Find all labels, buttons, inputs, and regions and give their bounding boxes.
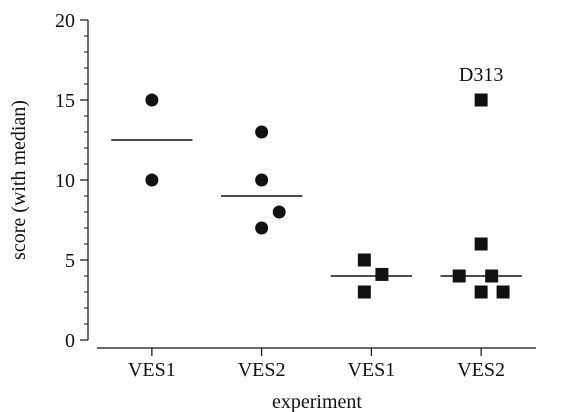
data-point xyxy=(145,93,159,107)
data-point xyxy=(474,285,488,299)
point-annotation: D313 xyxy=(459,64,503,86)
data-point xyxy=(357,253,371,267)
x-tick-label: VES2 xyxy=(457,359,505,381)
median-lines xyxy=(111,139,522,277)
x-axis-label: experiment xyxy=(272,391,362,412)
x-tick-label: VES2 xyxy=(238,359,286,381)
data-point xyxy=(272,205,286,219)
data-point xyxy=(375,267,389,281)
data-point xyxy=(474,93,488,107)
data-point xyxy=(474,237,488,251)
y-tick-label: 5 xyxy=(65,250,75,272)
y-tick-label: 10 xyxy=(55,170,75,192)
y-tick-label: 0 xyxy=(65,330,75,352)
data-point xyxy=(452,269,466,283)
x-tick-label: VES1 xyxy=(128,359,176,381)
axes: 0 5 10 15 20 VES1 VES2 VES1 VES2 xyxy=(55,10,536,381)
x-tick-label: VES1 xyxy=(347,359,395,381)
data-point xyxy=(145,173,159,187)
y-tick-label: 20 xyxy=(55,10,75,32)
data-point xyxy=(485,269,499,283)
y-tick-label: 15 xyxy=(55,90,75,112)
data-point xyxy=(255,221,269,235)
data-point xyxy=(255,173,269,187)
data-point xyxy=(357,285,371,299)
data-point xyxy=(496,285,510,299)
data-point xyxy=(255,125,269,139)
data-points xyxy=(145,93,510,299)
labels: experiment score (with median) D313 xyxy=(8,64,503,412)
y-axis-label: score (with median) xyxy=(8,100,30,260)
